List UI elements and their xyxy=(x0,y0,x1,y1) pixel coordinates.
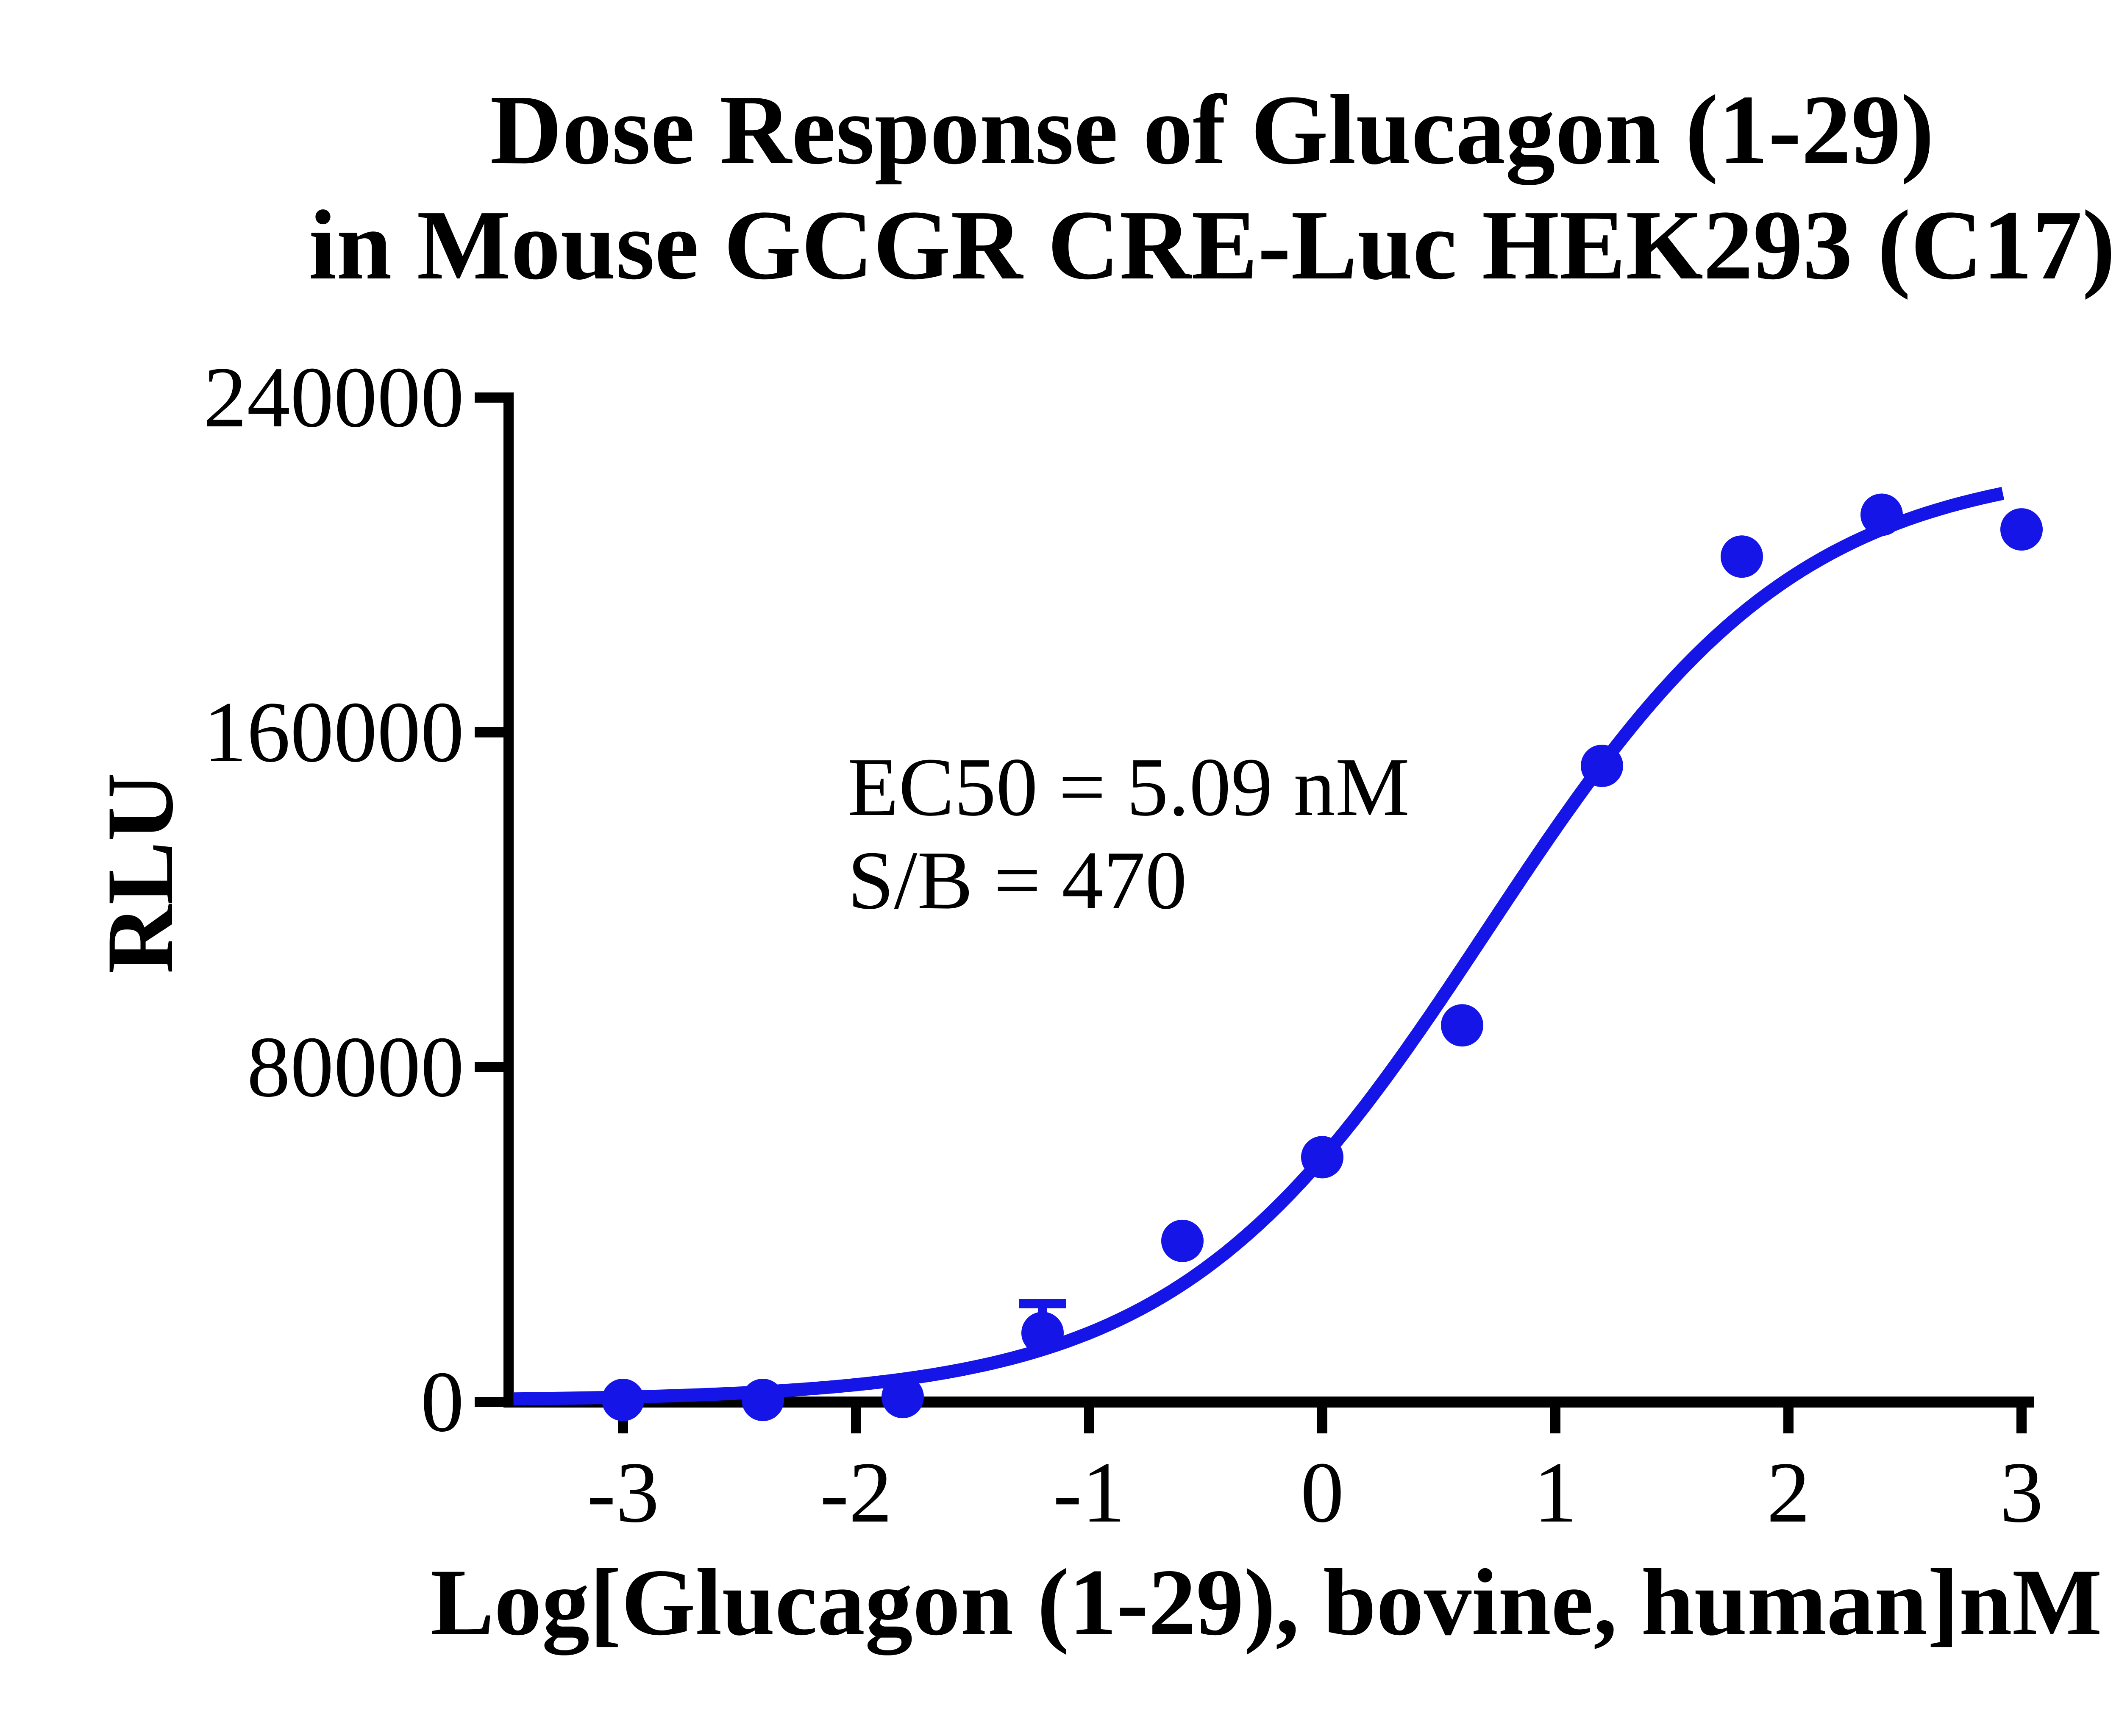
chart-title-line2: in Mouse GCGR CRE-Luc HEK293 (C17) xyxy=(309,190,2116,300)
data-point xyxy=(1021,1312,1064,1355)
data-point xyxy=(1161,1219,1204,1262)
y-tick-label: 240000 xyxy=(203,349,464,445)
data-point xyxy=(2000,508,2043,551)
data-point xyxy=(1860,493,1903,536)
data-point xyxy=(882,1376,924,1419)
chart-title-line1: Dose Response of Glucagon (1-29) xyxy=(490,75,1934,185)
y-axis-title: RLU xyxy=(87,772,193,974)
x-tick-label: 0 xyxy=(1301,1444,1344,1541)
data-point xyxy=(1581,745,1623,787)
annotation-block: EC50 = 5.09 nM S/B = 470 xyxy=(848,740,1410,927)
annotation-sb: S/B = 470 xyxy=(848,834,1187,926)
fit-curve xyxy=(513,487,2005,1406)
x-tick-label: -2 xyxy=(820,1444,893,1541)
x-tick-label: 3 xyxy=(2000,1444,2044,1541)
data-point xyxy=(602,1379,644,1422)
x-axis-title: Log[Glucagon (1-29), bovine, human]nM xyxy=(430,1549,2102,1655)
data-point xyxy=(742,1379,784,1422)
data-point xyxy=(1721,535,1763,578)
data-point xyxy=(1301,1136,1343,1179)
annotation-ec50: EC50 = 5.09 nM xyxy=(848,740,1410,833)
x-tick-label: -1 xyxy=(1053,1444,1126,1541)
chart-title: Dose Response of Glucagon (1-29) in Mous… xyxy=(174,72,2119,303)
y-tick-label: 80000 xyxy=(247,1019,464,1115)
x-tick-label: -3 xyxy=(587,1444,659,1541)
x-tick-label: 1 xyxy=(1534,1444,1577,1541)
y-tick-label: 0 xyxy=(421,1354,464,1450)
x-tick-label: 2 xyxy=(1767,1444,1810,1541)
data-point xyxy=(1441,1004,1483,1047)
y-tick-label: 160000 xyxy=(203,684,464,780)
